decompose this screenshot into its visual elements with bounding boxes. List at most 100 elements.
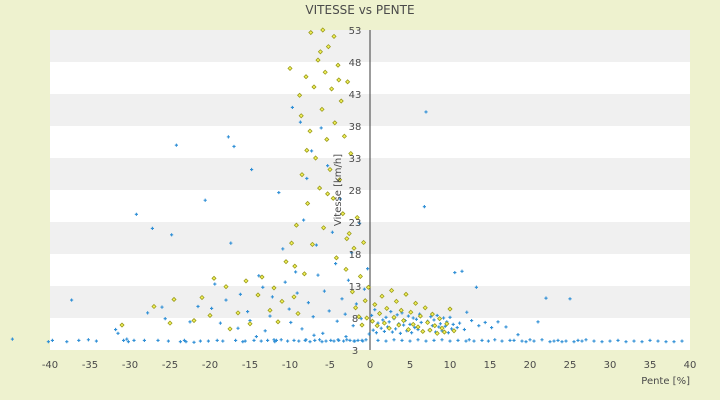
y-tick-label: 53 (349, 26, 362, 37)
data-point-series-1 (477, 324, 481, 328)
data-point-series-1 (312, 333, 316, 337)
data-point-series-2 (199, 294, 205, 301)
x-tick-label: -35 (82, 360, 98, 371)
data-point-series-2 (432, 323, 438, 329)
data-point-series-1 (156, 338, 160, 342)
data-point-series-1 (287, 307, 291, 311)
data-point-series-1 (398, 331, 402, 335)
y-tick-label: 23 (349, 218, 362, 229)
data-point-series-2 (379, 293, 385, 299)
data-point-series-1 (311, 315, 315, 319)
data-point-series-1 (359, 317, 363, 321)
x-tick-label: -5 (325, 360, 335, 371)
data-point-series-1 (321, 331, 325, 335)
x-tick-label: 40 (684, 360, 697, 371)
data-point-series-1 (400, 338, 404, 342)
data-point-series-1 (340, 297, 344, 301)
data-point-series-2 (405, 326, 411, 333)
data-point-series-1 (354, 302, 358, 306)
data-point-series-1 (472, 339, 476, 343)
data-point-series-1 (261, 285, 265, 289)
data-point-series-1 (343, 312, 347, 316)
data-point-series-1 (384, 339, 388, 343)
y-tick-label: 28 (349, 186, 362, 197)
data-point-series-1 (429, 315, 433, 319)
data-point-series-1 (252, 338, 256, 342)
data-point-series-1 (373, 308, 377, 312)
data-point-series-1 (564, 339, 568, 343)
data-point-series-2 (336, 77, 342, 83)
y-tick-label: 13 (349, 282, 362, 293)
data-point-series-2 (319, 106, 325, 112)
data-point-series-1 (327, 309, 331, 313)
data-point-series-2 (372, 301, 378, 308)
data-point-series-2 (303, 74, 309, 80)
data-point-series-1 (592, 339, 596, 343)
data-point-series-2 (308, 29, 314, 36)
data-point-series-2 (351, 245, 357, 251)
data-point-series-2 (451, 328, 457, 334)
data-point-series-1 (576, 338, 580, 342)
data-point-series-2 (311, 84, 317, 90)
data-point-series-1 (411, 316, 415, 320)
data-point-series-1 (310, 149, 314, 153)
data-point-series-1 (389, 310, 393, 314)
data-point-series-1 (448, 339, 452, 343)
data-point-series-1 (360, 338, 364, 342)
data-point-series-1 (114, 327, 118, 332)
data-point-series-1 (395, 313, 399, 317)
data-point-series-1 (116, 331, 120, 335)
data-point-series-1 (536, 320, 540, 324)
data-point-series-1 (313, 338, 317, 342)
data-point-series-2 (384, 305, 390, 311)
data-point-series-2 (301, 271, 307, 277)
data-point-series-2 (293, 222, 299, 228)
data-point-series-2 (340, 211, 346, 217)
x-tick-labels: -40 -35 -30 -25 -20 -15 -10 -5 0 5 10 15 20 25 30 35 40 (42, 360, 697, 371)
data-point-series-1 (188, 320, 192, 324)
data-point-series-1 (302, 218, 306, 222)
data-point-series-1 (500, 339, 504, 343)
data-point-series-1 (295, 291, 299, 295)
data-point-series-1 (490, 326, 494, 330)
data-point-series-1 (390, 330, 394, 334)
data-point-series-2 (447, 306, 453, 312)
data-point-series-1 (464, 339, 468, 343)
data-point-series-1 (524, 340, 528, 344)
data-point-series-2 (353, 305, 359, 311)
data-point-series-1 (332, 339, 336, 343)
data-point-series-2 (365, 284, 371, 290)
data-point-series-1 (46, 340, 50, 344)
data-point-series-2 (332, 120, 338, 126)
data-point-series-1 (160, 305, 164, 309)
data-point-series-1 (241, 340, 245, 344)
data-point-series-2 (167, 320, 173, 326)
data-point-series-2 (386, 325, 392, 331)
data-point-series-1 (50, 338, 54, 342)
x-axis-label: Pente [%] (641, 376, 690, 387)
data-point-series-1 (572, 340, 576, 344)
data-point-series-1 (178, 340, 182, 344)
data-point-series-2 (344, 236, 350, 242)
x-tick-label: -30 (122, 360, 138, 371)
data-point-series-2 (305, 200, 311, 207)
data-point-series-2 (381, 320, 387, 326)
data-point-series-1 (608, 339, 612, 343)
data-point-series-1 (480, 338, 484, 342)
data-point-series-2 (325, 191, 331, 197)
data-point-series-1 (348, 338, 352, 342)
data-point-series-2 (287, 65, 293, 71)
data-point-series-2 (271, 285, 277, 291)
x-tick-label: 0 (367, 360, 373, 371)
data-point-series-2 (427, 327, 433, 333)
data-point-series-2 (437, 316, 443, 322)
data-point-series-2 (313, 155, 319, 161)
data-point-series-1 (394, 327, 398, 331)
data-point-series-1 (453, 270, 457, 275)
data-point-series-1 (221, 339, 225, 343)
data-point-series-1 (664, 340, 668, 344)
data-point-series-1 (580, 339, 584, 343)
data-point-series-1 (448, 315, 452, 319)
data-point-series-2 (338, 98, 344, 104)
data-point-series-2 (389, 287, 395, 294)
